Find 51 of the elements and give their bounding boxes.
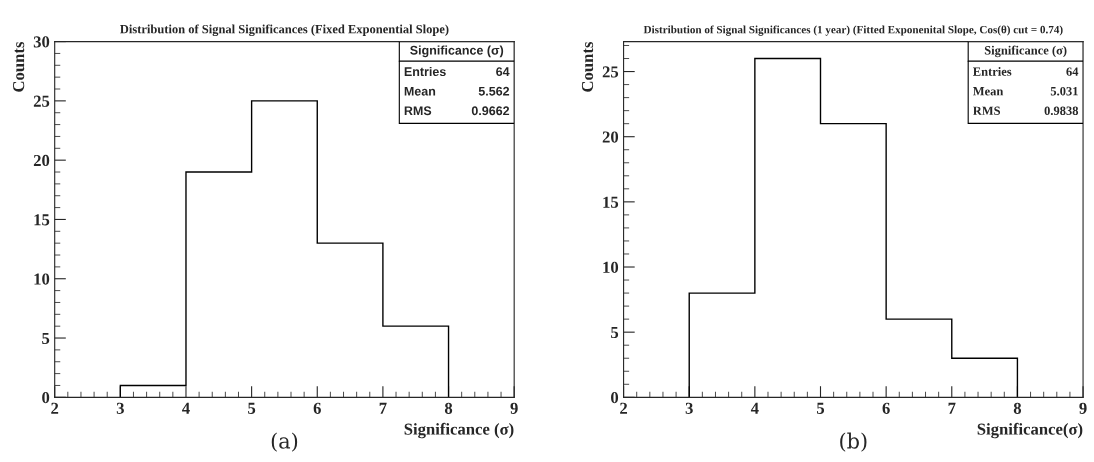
x-tick-label: 4 bbox=[750, 402, 759, 414]
y-tick-label: 20 bbox=[33, 154, 50, 167]
y-tick-label: 15 bbox=[34, 214, 50, 226]
y-tick-label: 25 bbox=[602, 66, 619, 78]
x-tick-label: 7 bbox=[948, 402, 956, 414]
x-tick-label: 7 bbox=[379, 402, 387, 414]
y-tick-label: 20 bbox=[602, 131, 619, 143]
x-tick-label: 8 bbox=[1013, 402, 1022, 414]
y-axis-title: Counts bbox=[13, 41, 25, 92]
annotation: Mean bbox=[404, 86, 436, 96]
annotation: Entries bbox=[973, 67, 1012, 76]
x-tick-label: 8 bbox=[444, 402, 453, 414]
annotation: 5.031 bbox=[1050, 86, 1078, 96]
x-axis-title: Significance (σ) bbox=[404, 422, 514, 439]
x-tick-label: 5 bbox=[817, 402, 825, 414]
y-tick-label: 0 bbox=[42, 392, 50, 404]
annotation: Significance (σ) bbox=[984, 45, 1067, 58]
y-tick-label: 10 bbox=[34, 273, 50, 285]
annotation: 5.562 bbox=[478, 86, 510, 96]
text: (a) bbox=[271, 432, 298, 452]
y-tick-label: 5 bbox=[611, 327, 619, 339]
annotation: 0.9838 bbox=[1044, 106, 1079, 116]
y-tick-label: 5 bbox=[42, 332, 50, 344]
x-axis-title: Significance(σ) bbox=[977, 422, 1083, 439]
x-tick-label: 2 bbox=[51, 402, 59, 414]
annotation: Significance (σ) bbox=[410, 45, 504, 58]
x-tick-label: 9 bbox=[1079, 402, 1087, 414]
y-tick-label: 15 bbox=[603, 196, 619, 208]
y-tick-label: 30 bbox=[33, 36, 50, 48]
x-tick-label: 5 bbox=[248, 402, 256, 414]
annotation: RMS bbox=[404, 106, 432, 116]
x-tick-label: 6 bbox=[313, 402, 321, 414]
x-tick-label: 6 bbox=[882, 402, 890, 414]
annotation: Mean bbox=[973, 87, 1004, 96]
x-tick-label: 3 bbox=[116, 402, 124, 414]
text: (b) bbox=[840, 432, 867, 452]
x-tick-label: 9 bbox=[510, 402, 518, 414]
chart-title: Distribution of Signal Significances (1 year) (Fitted Exponenital Slope, Cos(θ) cut = 0.74) bbox=[643, 25, 1063, 36]
y-axis-title: Counts bbox=[581, 41, 594, 92]
annotation: 64 bbox=[496, 67, 510, 77]
y-tick-label: 0 bbox=[611, 392, 619, 404]
annotation: 64 bbox=[1066, 67, 1079, 76]
chart-title: Distribution of Signal Significances (Fixed Exponential Slope) bbox=[120, 24, 449, 37]
annotation: Entries bbox=[404, 66, 446, 77]
annotation: RMS bbox=[973, 106, 1001, 115]
x-tick-label: 4 bbox=[182, 402, 190, 414]
annotation: 0.9662 bbox=[471, 106, 510, 116]
x-tick-label: 3 bbox=[685, 402, 693, 414]
y-tick-label: 25 bbox=[33, 95, 50, 107]
x-tick-label: 2 bbox=[620, 402, 628, 414]
y-tick-label: 10 bbox=[603, 261, 619, 273]
